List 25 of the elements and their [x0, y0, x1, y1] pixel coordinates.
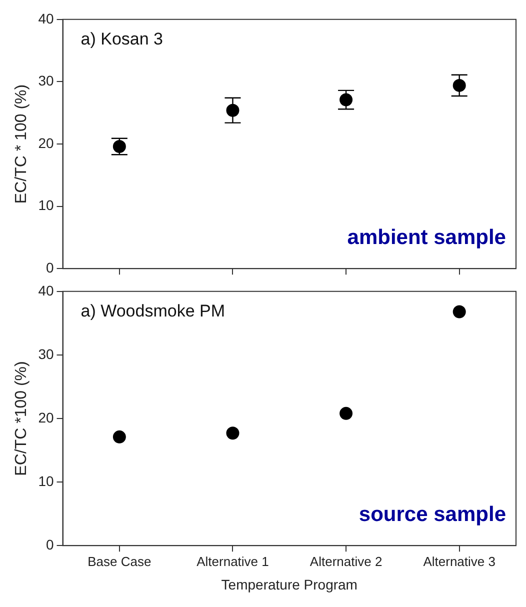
y-tick-label: 10: [38, 197, 54, 214]
text: a) Woodsmoke PM: [80, 302, 226, 321]
x-tick-label: Alternative 3: [423, 554, 496, 569]
y-axis-title: EC/TC * 100 (%): [13, 84, 30, 204]
annotation: source sample: [358, 502, 506, 526]
x-tick-label: Alternative 2: [310, 554, 382, 569]
x-axis-title: Temperature Program: [221, 576, 358, 592]
point: [452, 305, 466, 318]
point: [340, 406, 353, 420]
x-tick-label: Base Case: [88, 554, 152, 569]
y-tick-label: 20: [38, 409, 54, 426]
y-tick-label: 0: [46, 259, 54, 276]
y-tick-label: 0: [46, 536, 54, 552]
text: a) Kosan 3: [80, 30, 164, 49]
y-tick-label: 30: [38, 346, 54, 362]
y-tick-label: 40: [38, 282, 54, 298]
annotation: ambient sample: [347, 226, 506, 249]
y-tick-label: 30: [38, 72, 54, 89]
point: [112, 430, 126, 444]
y-tick-label: 10: [38, 472, 54, 489]
x-tick-label: Alternative 1: [196, 554, 269, 569]
point: [226, 426, 240, 440]
y-tick-label: 40: [38, 10, 54, 26]
y-axis-title: EC/TC *100 (%): [13, 361, 30, 476]
y-tick-label: 20: [38, 134, 54, 151]
